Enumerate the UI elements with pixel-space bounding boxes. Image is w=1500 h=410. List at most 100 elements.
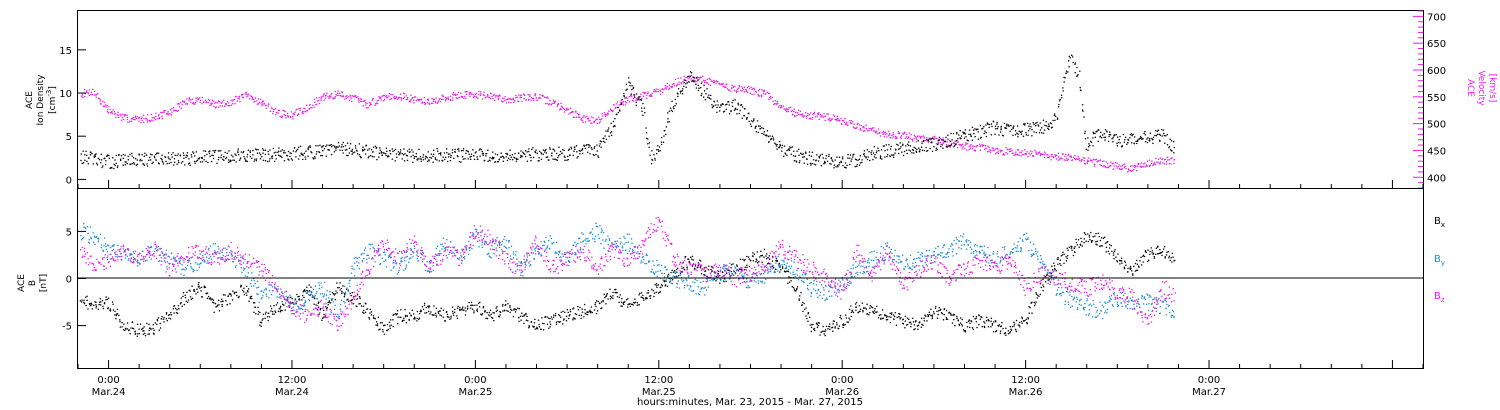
data-point: [368, 104, 371, 107]
bx-point: [252, 302, 255, 304]
bx-point: [273, 313, 275, 315]
data-point: [330, 94, 332, 96]
data-point: [222, 158, 224, 161]
data-point: [105, 106, 107, 108]
bx-point: [540, 328, 542, 331]
data-point: [251, 157, 253, 159]
data-point: [1164, 142, 1166, 144]
bx-point: [957, 319, 959, 321]
data-point: [558, 109, 561, 111]
bx-point: [456, 307, 459, 310]
data-point: [1074, 71, 1077, 74]
data-point: [220, 154, 223, 156]
bx-point: [1115, 256, 1117, 258]
bx-point: [1146, 260, 1149, 263]
data-point: [492, 158, 494, 160]
data-point: [549, 146, 551, 149]
data-point: [893, 154, 895, 156]
data-point: [325, 145, 327, 148]
data-point: [589, 120, 591, 122]
bx-point: [212, 299, 215, 302]
bx-point: [157, 317, 160, 319]
data-point: [427, 99, 430, 101]
data-point: [935, 147, 938, 149]
data-point: [753, 87, 755, 89]
data-point: [188, 99, 190, 101]
bx-point: [976, 326, 978, 329]
data-point: [879, 135, 882, 137]
data-point: [402, 97, 405, 100]
data-point: [289, 152, 291, 154]
data-point: [919, 137, 922, 139]
bx-point: [388, 325, 391, 327]
by-point: [103, 244, 105, 247]
data-point: [468, 153, 470, 155]
data-point: [462, 149, 464, 152]
data-point: [305, 150, 307, 152]
data-point: [1021, 130, 1023, 132]
data-point: [939, 137, 942, 140]
data-point: [410, 99, 412, 101]
data-point: [722, 85, 724, 88]
data-point: [1070, 155, 1073, 157]
data-point: [357, 98, 360, 100]
data-point: [102, 165, 104, 167]
data-point: [671, 85, 674, 88]
data-point: [433, 98, 436, 101]
data-point: [307, 147, 309, 149]
bx-point: [334, 298, 337, 301]
data-point: [534, 151, 537, 154]
data-point: [278, 150, 280, 153]
data-point: [511, 154, 514, 156]
data-point: [328, 95, 331, 97]
data-point: [584, 147, 587, 150]
data-point: [487, 160, 489, 163]
bx-point: [318, 313, 320, 315]
data-point: [820, 164, 823, 167]
data-point: [226, 152, 229, 154]
data-point: [1031, 135, 1033, 137]
data-point: [922, 140, 925, 143]
bx-point: [869, 307, 871, 309]
bx-point: [1017, 324, 1019, 326]
by-point: [83, 223, 85, 225]
by-point: [100, 244, 103, 246]
data-point: [143, 155, 146, 158]
data-point: [1144, 134, 1147, 136]
bx-point: [121, 326, 123, 328]
data-point: [806, 163, 809, 165]
bx-point: [471, 308, 474, 310]
data-point: [683, 82, 685, 84]
data-point: [440, 100, 442, 103]
bx-point: [1121, 262, 1123, 264]
bx-point: [710, 265, 713, 268]
bx-point: [1119, 263, 1121, 265]
data-point: [595, 153, 597, 156]
bx-point: [951, 322, 954, 324]
data-point: [180, 162, 183, 164]
data-point: [442, 95, 445, 97]
bx-point: [274, 310, 276, 312]
data-point: [291, 115, 294, 118]
data-point: [768, 98, 770, 101]
data-point: [1119, 168, 1121, 171]
bx-point: [243, 287, 245, 289]
bx-point: [403, 317, 405, 320]
data-point: [99, 98, 101, 101]
data-point: [582, 116, 584, 119]
data-point: [633, 96, 636, 98]
bx-point: [605, 303, 607, 305]
data-point: [813, 113, 815, 115]
bx-point: [359, 302, 361, 305]
data-point: [833, 166, 835, 169]
bx-point: [935, 305, 937, 308]
data-point: [371, 155, 374, 158]
data-point: [522, 152, 525, 155]
data-point: [784, 108, 786, 110]
data-point: [1081, 109, 1084, 111]
data-point: [1068, 65, 1070, 68]
data-point: [411, 149, 413, 151]
bx-point: [1071, 246, 1073, 248]
bx-point: [339, 289, 341, 291]
